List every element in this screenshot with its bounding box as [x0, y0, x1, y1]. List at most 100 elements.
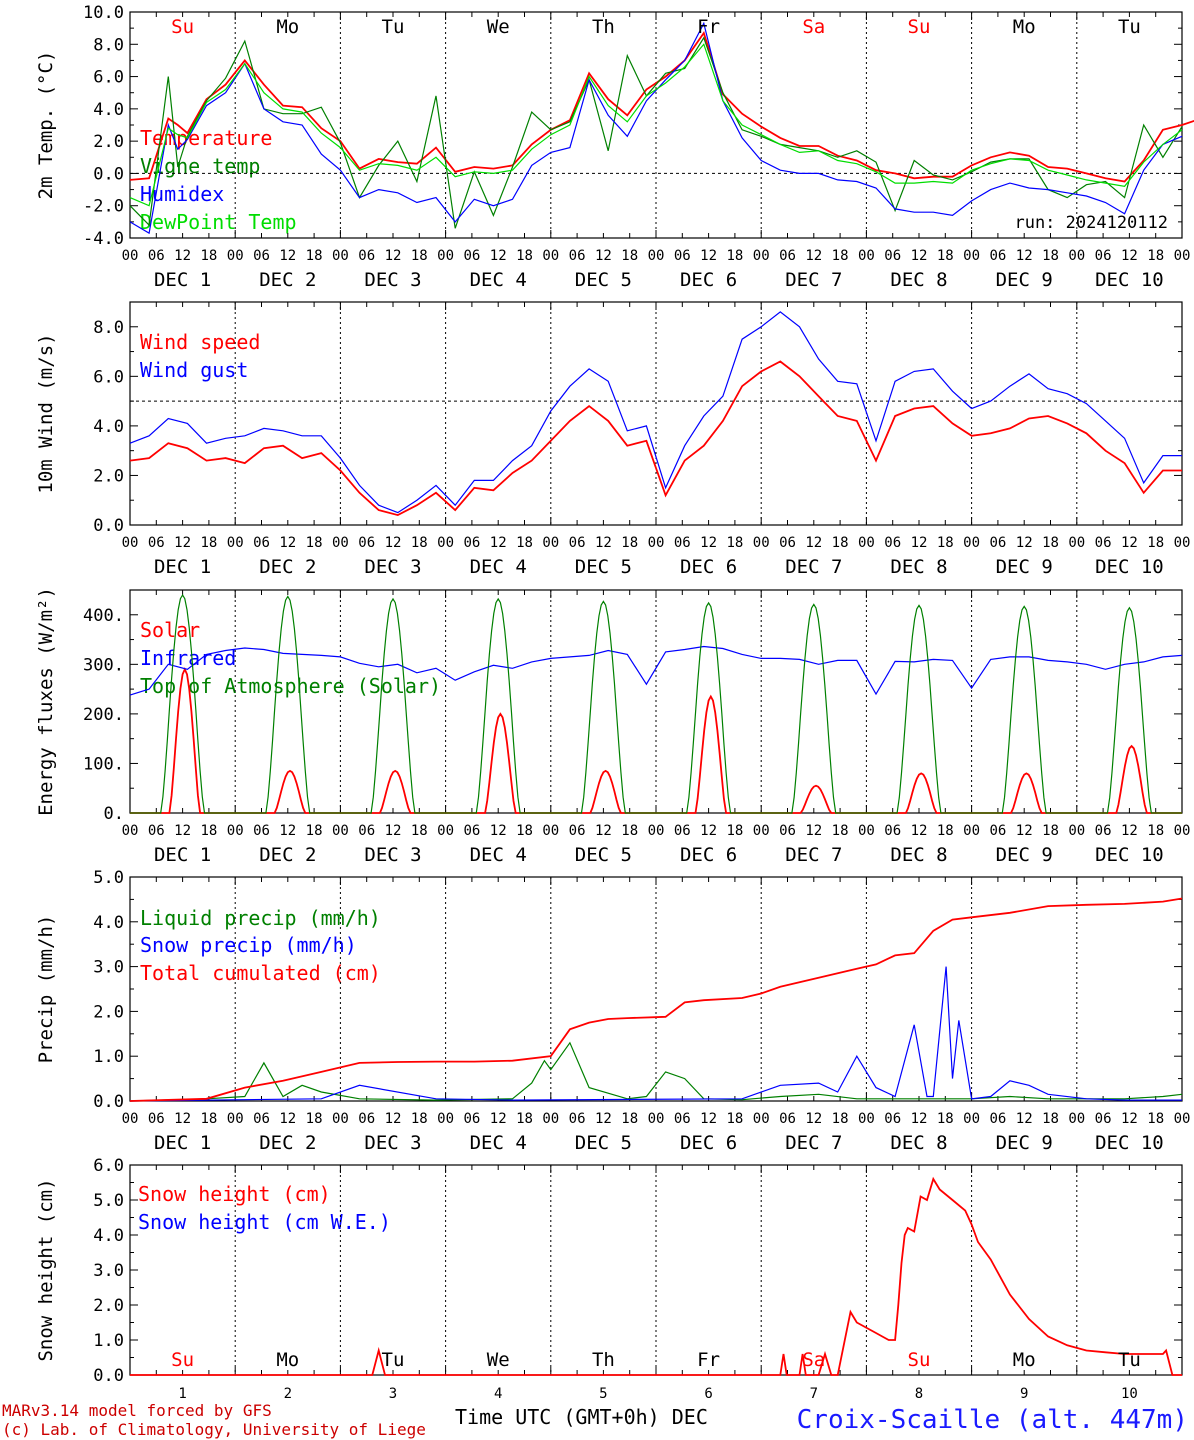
- hour-label: 00: [1174, 823, 1191, 839]
- date-label: DEC 6: [680, 844, 737, 866]
- hour-label: 06: [989, 823, 1006, 839]
- hour-label: 00: [963, 248, 980, 264]
- hour-label: 12: [174, 1111, 191, 1127]
- day-number-label: 1: [178, 1386, 186, 1402]
- hour-label: 18: [1147, 248, 1164, 264]
- hour-label: 18: [516, 823, 533, 839]
- y-axis-label: Snow height (cm): [35, 1178, 57, 1361]
- hour-label: 06: [1095, 248, 1112, 264]
- hour-label: 12: [385, 248, 402, 264]
- hour-label: 00: [753, 823, 770, 839]
- hour-label: 06: [884, 535, 901, 551]
- hour-label: 18: [832, 248, 849, 264]
- station-name: Croix-Scaille (alt. 447m): [797, 1405, 1188, 1435]
- date-label: DEC 5: [575, 844, 632, 866]
- hour-label: 06: [884, 248, 901, 264]
- y-tick-label: 200.: [83, 705, 124, 725]
- hour-label: 00: [1174, 248, 1191, 264]
- hour-label: 00: [1068, 823, 1085, 839]
- hour-label: 12: [174, 823, 191, 839]
- hour-label: 00: [963, 1111, 980, 1127]
- hour-label: 00: [1174, 1111, 1191, 1127]
- hour-label: 00: [437, 1111, 454, 1127]
- hour-label: 06: [148, 1111, 165, 1127]
- series-line: [130, 1176, 1182, 1376]
- series-line: [129, 311, 1182, 514]
- series-line: [129, 897, 1183, 1102]
- hour-label: 18: [411, 1111, 428, 1127]
- hour-label: 06: [463, 1111, 480, 1127]
- hour-label: 00: [858, 823, 875, 839]
- hour-label: 12: [279, 1111, 296, 1127]
- legend-infrared: Infrared: [140, 646, 236, 670]
- hour-label: 00: [648, 823, 665, 839]
- hour-label: 00: [122, 823, 139, 839]
- date-label: DEC 9: [996, 844, 1053, 866]
- date-label: DEC 7: [785, 844, 842, 866]
- y-tick-label: 4.0: [93, 1226, 124, 1246]
- y-tick-label: 6.0: [93, 1156, 124, 1176]
- series-line: [129, 645, 1183, 696]
- hour-label: 18: [937, 823, 954, 839]
- weekday-label: Sa: [802, 1349, 825, 1371]
- y-tick-label: 10.0: [83, 3, 124, 23]
- date-label: DEC 8: [890, 844, 947, 866]
- hour-label: 06: [674, 823, 691, 839]
- date-label: DEC 8: [890, 269, 947, 291]
- hour-label: 18: [832, 535, 849, 551]
- hour-label: 06: [148, 535, 165, 551]
- hour-label: 18: [832, 823, 849, 839]
- y-tick-label: -2.0: [83, 197, 124, 217]
- hour-label: 00: [122, 535, 139, 551]
- hour-label: 18: [937, 535, 954, 551]
- hour-label: 00: [963, 535, 980, 551]
- date-label: DEC 4: [470, 556, 527, 578]
- hour-label: 06: [253, 248, 270, 264]
- hour-label: 18: [411, 823, 428, 839]
- hour-label: 00: [858, 248, 875, 264]
- hour-label: 18: [411, 248, 428, 264]
- date-label: DEC 4: [470, 844, 527, 866]
- series-line: [129, 21, 1183, 235]
- date-label: DEC 9: [996, 556, 1053, 578]
- precip-panel: Liquid precip (mm/h) Snow precip (mm/h) …: [35, 868, 1190, 1154]
- hour-label: 06: [148, 248, 165, 264]
- hour-label: 06: [463, 823, 480, 839]
- hour-label: 18: [726, 823, 743, 839]
- series-line: [129, 43, 1183, 207]
- hour-label: 06: [779, 823, 796, 839]
- y-axis-label: Precip (mm/h): [35, 915, 57, 1064]
- legend-total-cumulated: Total cumulated (cm): [140, 961, 381, 985]
- hour-label: 18: [200, 248, 217, 264]
- hour-label: 00: [753, 1111, 770, 1127]
- legend-liquid-precip: Liquid precip (mm/h): [140, 906, 381, 930]
- hour-label: 18: [621, 535, 638, 551]
- hour-label: 18: [1042, 823, 1059, 839]
- hour-label: 12: [595, 823, 612, 839]
- weekday-label: Mo: [1013, 1349, 1036, 1371]
- hour-label: 06: [674, 535, 691, 551]
- hour-label: 18: [306, 248, 323, 264]
- hour-label: 00: [858, 535, 875, 551]
- y-tick-label: 4.0: [93, 417, 124, 437]
- hour-label: 00: [542, 535, 559, 551]
- hour-label: 12: [174, 248, 191, 264]
- weekday-label: Mo: [276, 1349, 299, 1371]
- date-label: DEC 2: [259, 1132, 316, 1154]
- hour-label: 18: [200, 823, 217, 839]
- y-tick-label: 2.0: [93, 1002, 124, 1022]
- weekday-label: Mo: [276, 16, 299, 38]
- series-line: [129, 360, 1182, 517]
- hour-label: 00: [858, 1111, 875, 1127]
- y-tick-label: 1.0: [93, 1331, 124, 1351]
- date-label: DEC 3: [364, 1132, 421, 1154]
- temperature-panel: Temperature Vigne temp Humidex DewPoint …: [35, 3, 1194, 291]
- legend-dewpoint: DewPoint Temp: [140, 210, 297, 234]
- y-tick-label: 6.0: [93, 367, 124, 387]
- y-tick-label: 3.0: [93, 1261, 124, 1281]
- date-label: DEC 7: [785, 269, 842, 291]
- hour-label: 00: [332, 1111, 349, 1127]
- hour-label: 18: [306, 823, 323, 839]
- hour-label: 18: [621, 823, 638, 839]
- date-label: DEC 1: [154, 269, 211, 291]
